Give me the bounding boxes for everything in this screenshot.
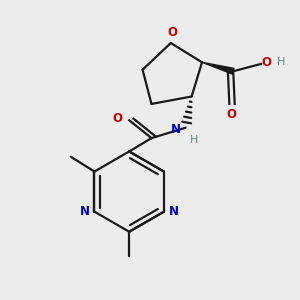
Text: H: H — [190, 135, 199, 145]
Text: O: O — [112, 112, 122, 125]
Text: O: O — [262, 56, 272, 69]
Text: O: O — [167, 26, 177, 38]
Text: N: N — [168, 205, 178, 218]
Text: N: N — [171, 123, 181, 136]
Text: H: H — [277, 57, 285, 67]
Text: O: O — [227, 108, 237, 122]
Polygon shape — [202, 62, 234, 74]
Text: N: N — [80, 205, 90, 218]
